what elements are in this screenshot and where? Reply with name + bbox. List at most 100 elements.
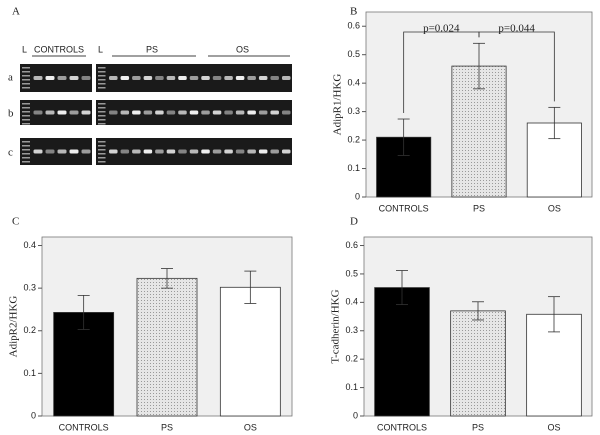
- gel-band: [201, 110, 210, 115]
- gel-band: [189, 149, 199, 154]
- y-tick-label: 0.6: [347, 21, 360, 31]
- gel-band: [120, 110, 130, 115]
- ladder-band: [22, 141, 30, 143]
- ladder-band: [22, 83, 30, 85]
- lane-label: OS: [236, 44, 249, 54]
- y-tick-label: 0.2: [345, 354, 358, 364]
- ladder-band: [22, 79, 30, 81]
- error-bar: [548, 106, 561, 140]
- gel-band: [57, 110, 67, 115]
- lane-label: L: [98, 44, 103, 54]
- gel-band: [143, 110, 153, 115]
- gel-band: [109, 149, 118, 154]
- ladder-band: [98, 87, 106, 89]
- gel-band: [212, 149, 222, 154]
- gel-band: [45, 149, 55, 154]
- panel-label: D: [350, 216, 358, 228]
- ladder-band: [22, 123, 30, 125]
- ladder-band: [22, 107, 30, 109]
- gel-band: [33, 76, 43, 80]
- gel-band: [178, 76, 187, 80]
- gel-band: [281, 149, 291, 154]
- significance-bracket: [478, 31, 555, 102]
- ladder-band: [22, 149, 30, 151]
- gel-box: [20, 138, 92, 165]
- error-bar: [472, 301, 484, 321]
- gel-band: [155, 110, 164, 115]
- x-tick-label: OS: [244, 422, 257, 432]
- gel-band: [201, 149, 210, 154]
- gel-band: [258, 76, 268, 80]
- row-label: c: [8, 147, 13, 159]
- gel-image: [20, 64, 292, 165]
- x-tick-label: CONTROLS: [379, 203, 429, 213]
- error-bar: [397, 118, 410, 156]
- panel-label: B: [350, 6, 357, 18]
- y-tick-label: 0.4: [345, 297, 358, 307]
- x-tick-label: OS: [547, 422, 560, 432]
- gel-band: [57, 149, 67, 154]
- gel-band: [235, 110, 245, 115]
- gel-band: [120, 149, 130, 154]
- row-label: b: [8, 108, 14, 120]
- gel-band: [45, 76, 55, 80]
- gel-band: [247, 110, 256, 115]
- y-tick-label: 0.5: [347, 49, 360, 59]
- ladder-band: [22, 111, 30, 113]
- x-tick-label: PS: [472, 422, 484, 432]
- panel-label: A: [12, 6, 20, 18]
- ladder-band: [98, 79, 106, 81]
- gel-band: [132, 149, 141, 154]
- ladder-band: [98, 83, 106, 85]
- gel-band: [81, 110, 91, 115]
- ladder-band: [98, 123, 106, 125]
- y-axis-label: AdipR1/HKG: [332, 74, 344, 136]
- error-bar: [473, 42, 485, 90]
- gel-band: [132, 110, 141, 115]
- ladder-band: [22, 75, 30, 77]
- y-tick-label: 0.1: [23, 368, 36, 378]
- annotation: p=0.024: [423, 23, 460, 35]
- x-tick-label: CONTROLS: [377, 422, 427, 432]
- ladder-band: [22, 103, 30, 105]
- y-tick-label: 0.1: [345, 382, 358, 392]
- gel-band: [189, 76, 199, 80]
- gel-band: [258, 110, 268, 115]
- gel-band: [224, 149, 233, 154]
- gel-band: [69, 76, 79, 80]
- ladder-band: [22, 71, 30, 73]
- gel-band: [235, 149, 245, 154]
- ladder-band: [22, 153, 30, 155]
- lane-label: CONTROLS: [34, 44, 84, 54]
- ladder-band: [22, 67, 30, 69]
- ladder-band: [98, 67, 106, 69]
- gel-band: [109, 110, 118, 115]
- gel-band: [143, 76, 153, 80]
- gel-band: [166, 149, 176, 154]
- gel-band: [247, 149, 256, 154]
- y-tick-label: 0.3: [23, 283, 36, 293]
- ladder-band: [98, 111, 106, 113]
- y-tick-label: 0.3: [345, 325, 358, 335]
- gel-band: [155, 149, 164, 154]
- ladder-band: [98, 145, 106, 147]
- bar: [136, 277, 198, 417]
- gel-band: [270, 149, 279, 154]
- gel-band: [81, 76, 91, 80]
- ladder-band: [22, 145, 30, 147]
- ladder-band: [98, 115, 106, 117]
- x-tick-label: CONTROLS: [59, 422, 109, 432]
- gel-band: [81, 149, 91, 154]
- y-tick-label: 0.5: [345, 268, 358, 278]
- gel-box: [20, 64, 92, 92]
- ladder-band: [98, 153, 106, 155]
- gel-band: [33, 149, 43, 154]
- ladder-band: [98, 75, 106, 77]
- gel-band: [178, 110, 187, 115]
- gel-band: [57, 76, 67, 80]
- y-tick-label: 0.4: [347, 78, 360, 88]
- gel-band: [270, 110, 279, 115]
- bar: [219, 286, 281, 417]
- y-tick-label: 0.2: [347, 134, 360, 144]
